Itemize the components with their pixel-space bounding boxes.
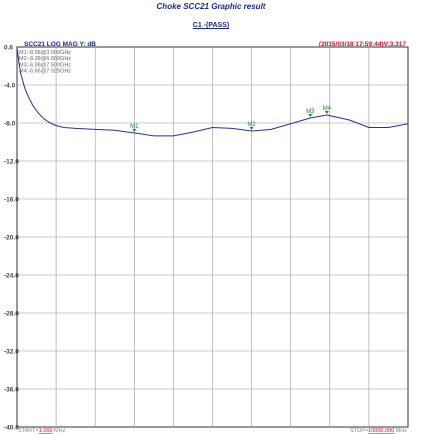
marker-readout: M3:-6.99@7.500GHz [19,62,71,68]
marker-group: M1 M2 M3 M4 [130,106,332,132]
page-title: Choke SCC21 Graphic result [156,2,266,11]
y-tick-label: 0.6 [4,45,13,52]
y-tick-labels: 0.6 -4.0 -8.0 -12.0 -16.0 -20.0 -24.0 -28.0 -32.… [4,45,19,432]
y-tick-label: -32.0 [4,349,19,356]
marker-label: M3 [306,109,315,115]
marker-point [308,114,313,118]
stop-frequency: STOP=10000.000 MHz [350,428,407,434]
marker-point [324,110,329,114]
y-tick-label: -36.0 [4,387,19,394]
marker-readout: M1:-8.58@3.000GHz [19,50,71,56]
chart-header-left: SCC21 LOG MAG Y: dB [24,41,96,48]
stop-label: STOP= [350,428,368,434]
grid-lines [17,47,408,427]
marker-readout: M4:-6.66@7.925GHz [19,69,71,75]
stop-unit: MHz [394,428,407,434]
marker-point [132,128,137,132]
y-tick-label: -8.0 [4,121,16,128]
y-tick-label: -12.0 [4,159,19,166]
y-tick-label: -20.0 [4,235,19,242]
marker-readouts: M1:-8.58@3.000GHzM2:-8.38@6.000GHzM3:-6.… [19,50,71,75]
y-tick-label: -16.0 [4,197,19,204]
marker-readout: M2:-8.38@6.000GHz [19,56,71,62]
trace-group [16,46,409,137]
start-label: START= [18,428,39,434]
result-subtitle: C1 -(PASS) [192,22,230,29]
marker-label: M4 [323,106,332,112]
y-tick-label: -28.0 [4,311,19,318]
stop-value: 10000.000 [368,428,394,434]
y-tick-label: -24.0 [4,273,19,280]
marker-point [249,127,254,131]
chart-header-right: (2015/03/18 17:59:44)V:3.317 [319,41,406,48]
marker-label: M1 [130,124,139,130]
marker-label: M2 [247,122,256,128]
start-value: 1.000 [39,428,53,434]
series-line [16,46,409,137]
y-tick-label: -4.0 [4,83,16,90]
start-unit: MHz [53,428,66,434]
start-frequency: START=1.000 MHz [18,428,66,434]
y-tick-label: -40.0 [4,425,19,432]
